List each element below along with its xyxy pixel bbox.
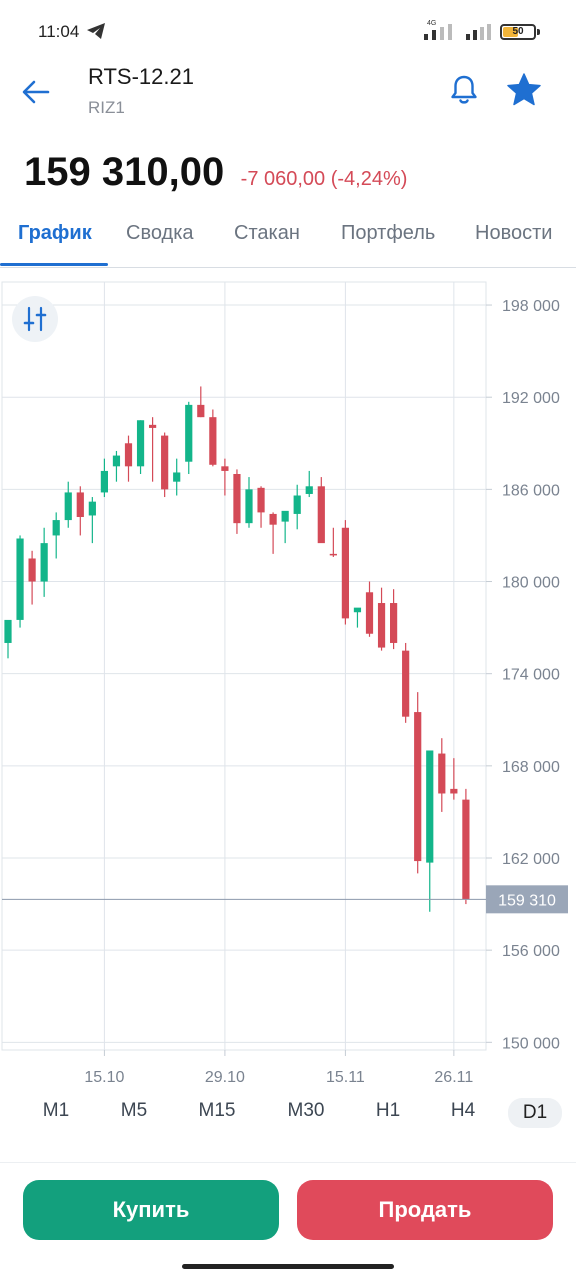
candle-down [124,443,133,467]
star-icon[interactable] [504,70,544,110]
active-tab-indicator [0,263,108,266]
x-tick-label: 26.11 [434,1069,473,1086]
x-tick-label: 29.10 [205,1069,245,1086]
candle-up [136,420,145,467]
buy-button[interactable]: Купить [23,1180,279,1240]
candle-up [100,470,108,493]
quote-row: 159 310,00 -7 060,00 (-4,24%) [24,150,564,200]
candle-up [426,750,434,863]
battery-fill [503,27,518,37]
candle-down [161,435,169,490]
timeframe-selector: M1 M5 M15 M30 H1 H4 D1 [0,1094,576,1134]
candle-down [414,712,422,862]
tab-chart[interactable]: График [18,222,92,244]
x-tick-label: 15.11 [326,1069,365,1086]
instrument-tabs: График Сводка Стакан Портфель Новости [0,210,576,268]
candle-up [4,619,12,643]
timeframe-h1[interactable]: H1 [375,1100,401,1121]
candle-down [390,603,398,643]
tab-news[interactable]: Новости [475,222,553,244]
network-type: 4G [427,20,437,27]
candle-down [221,466,229,471]
chart-frame [1,281,487,1051]
timeframe-m15[interactable]: M15 [198,1100,236,1121]
timeframe-h4[interactable]: H4 [450,1100,476,1121]
candle-down [209,417,217,465]
candle-down [365,592,374,634]
candle-down [233,474,241,524]
candle-down [438,753,446,794]
y-tick-label: 168 000 [502,759,560,776]
candle-down [269,513,277,525]
home-indicator[interactable] [182,1264,394,1269]
candle-up [305,486,313,494]
back-arrow-icon[interactable] [18,74,54,110]
candle-down [257,487,265,513]
instrument-header: RTS-12.21 RIZ1 [0,62,576,126]
current-price-label: 159 310 [498,892,556,909]
y-tick-label: 162 000 [502,851,560,868]
candle-up [173,472,181,482]
candle-down [76,492,84,518]
indicator-settings-icon [23,306,47,332]
y-tick-label: 192 000 [502,390,560,407]
y-tick-label: 174 000 [502,667,560,684]
y-tick-label: 180 000 [502,575,560,592]
instrument-title: RTS-12.21 [88,64,194,89]
candle-up [281,510,289,522]
price-change: -7 060,00 (-4,24%) [240,168,408,190]
battery-icon: 50 [500,24,536,40]
timeframe-d1[interactable]: D1 [508,1098,562,1128]
timeframe-m5[interactable]: M5 [120,1100,148,1121]
tab-order-book[interactable]: Стакан [234,222,300,244]
x-tick-label: 15.10 [84,1069,124,1086]
current-price-tag [486,885,568,914]
candle-down [462,799,470,900]
candle-down [402,650,410,717]
status-bar: 11:04 4G 50 [0,0,576,62]
candle-down [28,558,36,582]
signal-icon [466,24,491,40]
candle-down [329,553,337,556]
tab-summary[interactable]: Сводка [126,222,194,244]
candle-up [52,520,60,536]
bell-icon[interactable] [446,72,482,108]
candle-up [16,538,24,620]
battery-level: 50 [512,26,524,37]
candle-up [40,543,48,582]
candle-up [64,492,72,521]
y-tick-label: 150 000 [502,1035,560,1052]
candle-up [88,501,96,516]
candle-down [197,404,205,418]
timeframe-m30[interactable]: M30 [287,1100,325,1121]
candle-down [341,527,349,619]
candle-down [377,603,386,648]
candle-up [112,455,121,467]
y-tick-label: 186 000 [502,482,560,499]
battery-tip [537,29,540,35]
signal-icon [424,24,452,40]
divider [0,1162,576,1163]
status-time: 11:04 [38,22,80,41]
candle-down [450,788,458,794]
telegram-icon [87,23,105,39]
sell-button[interactable]: Продать [297,1180,553,1240]
candle-up [245,489,253,524]
instrument-code: RIZ1 [88,98,125,117]
indicator-settings-button[interactable] [12,296,58,342]
candle-up [353,607,362,613]
tab-portfolio[interactable]: Портфель [341,222,436,244]
price-chart[interactable]: 198 000 192 000 186 000 180 000 174 000 168 0… [0,268,576,1088]
timeframe-m1[interactable]: M1 [42,1100,70,1121]
y-tick-label: 156 000 [502,943,560,960]
candle-down [317,486,325,544]
candlestick-chart[interactable]: 198 000 192 000 186 000 180 000 174 000 168 0… [0,268,576,1088]
candle-up [185,404,193,462]
candle-down [149,424,157,428]
last-price: 159 310,00 [24,150,225,194]
y-tick-label: 198 000 [502,298,560,315]
candle-up [293,495,301,514]
